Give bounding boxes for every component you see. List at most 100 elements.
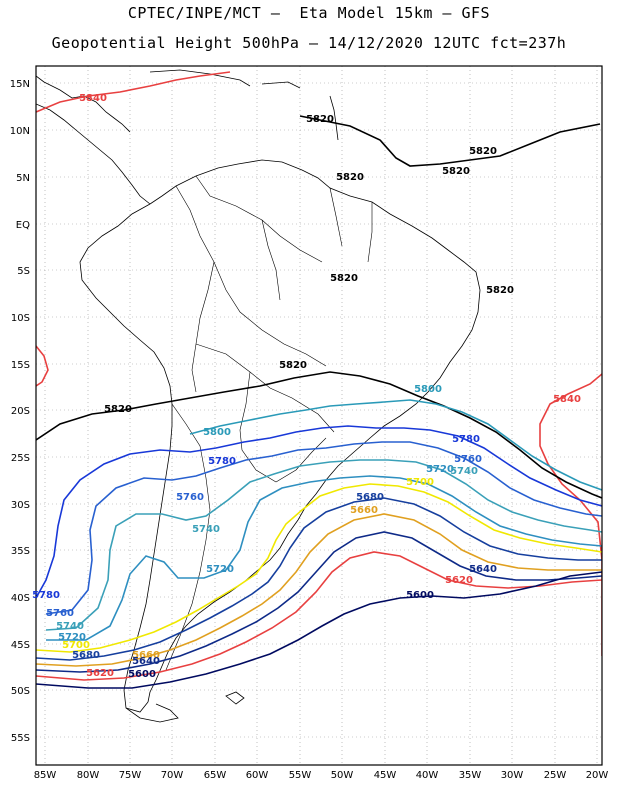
contour-5740 (45, 459, 602, 631)
contour-label: 5760 (176, 492, 204, 503)
lon-tick-label: 25W (544, 770, 567, 781)
country-borders (165, 175, 373, 671)
contour-5700 (36, 483, 602, 653)
contour-5720 (46, 475, 602, 641)
lon-tick-label: 40W (416, 770, 439, 781)
lon-tick-label: 75W (119, 770, 142, 781)
contour-label: 5620 (445, 575, 473, 586)
contour-label: 5780 (32, 590, 60, 601)
contour-label: 5680 (356, 492, 384, 503)
contour-labels: 5840 5820 5820 5820 5820 5820 5820 5820 5820 5800… (32, 93, 581, 680)
contour-label: 5740 (450, 466, 478, 477)
lat-tick-label: 50S (11, 686, 30, 697)
central-america-coast (36, 103, 151, 205)
lon-tick-label: 55W (289, 770, 312, 781)
central-america-north-coast (36, 75, 131, 133)
cuba-coast (149, 69, 251, 87)
south-america-coast (147, 159, 481, 703)
lat-tick-label: 10N (10, 126, 30, 137)
contour-label: 5700 (62, 640, 90, 651)
contour-5600 (36, 571, 602, 689)
lat-tick-label: 15S (11, 360, 30, 371)
lon-tick-label: 45W (374, 770, 397, 781)
contour-label: 5660 (350, 505, 378, 516)
lon-tick-label: 80W (77, 770, 100, 781)
contour-label: 5760 (454, 454, 482, 465)
contour-label: 5820 (469, 146, 497, 157)
lat-tick-label: 15N (10, 79, 30, 90)
lat-tick-label: 30S (11, 500, 30, 511)
contour-label: 5740 (192, 524, 220, 535)
map-subtitle: Geopotential Height 500hPa – 14/12/2020 … (51, 34, 567, 52)
contour-label: 5820 (486, 285, 514, 296)
contour-label: 5780 (452, 434, 480, 445)
map-title: CPTEC/INPE/MCT – Eta Model 15km – GFS (127, 4, 491, 22)
lat-tick-label: 20S (11, 406, 30, 417)
contour-5660 (36, 513, 602, 667)
contour-label: 5720 (426, 464, 454, 475)
contours (36, 71, 602, 689)
lon-tick-label: 35W (459, 770, 482, 781)
contour-5780 (36, 425, 602, 599)
contour-5820-south (36, 371, 602, 499)
latitude-labels: 15N 10N 5N EQ 5S 10S 15S 20S 25S 30S 35S 40S 45S 50S 5… (10, 79, 30, 744)
contour-5680 (36, 497, 602, 661)
contour-label: 5820 (442, 166, 470, 177)
lat-tick-label: 45S (11, 640, 30, 651)
lat-tick-label: 5S (17, 266, 30, 277)
lat-tick-label: 40S (11, 593, 30, 604)
lat-tick-label: EQ (16, 220, 30, 231)
lat-tick-label: 55S (11, 733, 30, 744)
hispaniola-coast (261, 81, 301, 89)
contour-label: 5600 (406, 590, 434, 601)
falklands (225, 691, 245, 705)
contour-label: 5680 (72, 650, 100, 661)
lon-tick-label: 70W (161, 770, 184, 781)
contour-label: 5840 (79, 93, 107, 104)
lon-tick-label: 50W (331, 770, 354, 781)
contour-label: 5800 (414, 384, 442, 395)
contour-5620 (36, 551, 602, 681)
lat-tick-label: 5N (16, 173, 30, 184)
contour-5840-west (36, 345, 49, 387)
contour-5840-north (36, 71, 231, 113)
longitude-labels: 85W 80W 75W 70W 65W 60W 55W 50W 45W 40W 35W 30W 25W 2… (34, 770, 609, 781)
contour-label: 5740 (56, 621, 84, 632)
lon-tick-label: 30W (501, 770, 524, 781)
contour-label: 5640 (469, 564, 497, 575)
lon-tick-label: 20W (586, 770, 609, 781)
contour-label: 5820 (104, 404, 132, 415)
contour-5840-east (539, 373, 602, 656)
pacific-coast (79, 203, 173, 713)
map-frame (35, 65, 603, 766)
contour-label: 5820 (279, 360, 307, 371)
contour-label: 5820 (336, 172, 364, 183)
contour-label: 5600 (128, 669, 156, 680)
tierra-del-fuego (125, 703, 179, 723)
contour-label: 5720 (58, 632, 86, 643)
lon-tick-label: 85W (34, 770, 57, 781)
contour-label: 5720 (206, 564, 234, 575)
coastlines (36, 69, 481, 723)
contour-5760 (45, 441, 602, 615)
contour-label: 5820 (330, 273, 358, 284)
contour-label: 5800 (203, 427, 231, 438)
contour-5640 (36, 531, 602, 673)
contour-5800 (189, 399, 602, 491)
lat-tick-label: 35S (11, 546, 30, 557)
contour-label: 5760 (46, 608, 74, 619)
lon-tick-label: 60W (246, 770, 269, 781)
lat-tick-label: 10S (11, 313, 30, 324)
contour-label: 5840 (553, 394, 581, 405)
contour-5820-north (299, 115, 601, 167)
contour-label: 5700 (406, 477, 434, 488)
contour-label: 5640 (132, 656, 160, 667)
contour-label: 5620 (86, 668, 114, 679)
contour-label: 5780 (208, 456, 236, 467)
lat-tick-label: 25S (11, 453, 30, 464)
contour-label: 5820 (306, 114, 334, 125)
lesser-antilles (329, 95, 339, 141)
contour-label: 5660 (132, 650, 160, 661)
lon-tick-label: 65W (204, 770, 227, 781)
